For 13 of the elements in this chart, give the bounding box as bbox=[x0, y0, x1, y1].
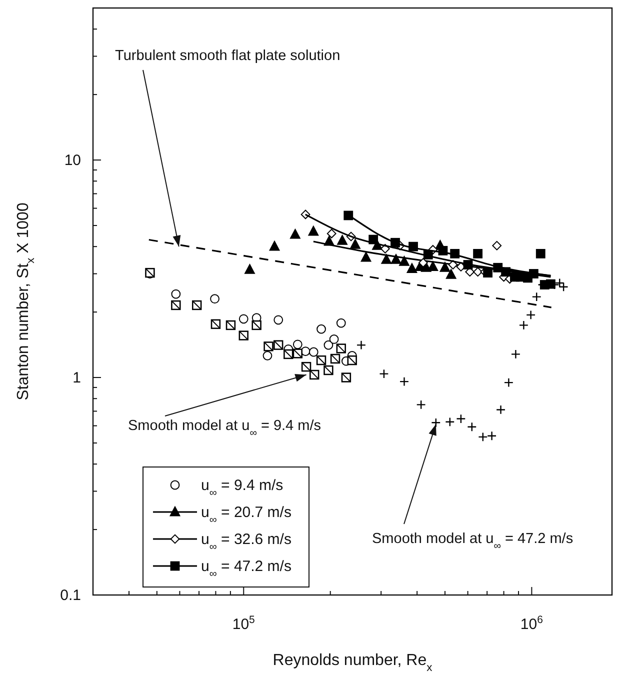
legend-label: u$_{∞}$ = 9.4 m/s bbox=[201, 477, 284, 499]
y-tick-label: 10 bbox=[64, 152, 81, 170]
x-tick-label: 10$^{5}$ bbox=[232, 614, 256, 633]
y-tick-label: 1 bbox=[72, 370, 81, 387]
x-tick-label: 10$^{6}$ bbox=[520, 614, 544, 633]
annotation: Smooth model at u$_{∞}$ = 9.4 m/s bbox=[128, 418, 322, 438]
legend-label: u$_{∞}$ = 47.2 m/s bbox=[201, 558, 292, 580]
legend-label: u$_{∞}$ = 20.7 m/s bbox=[201, 504, 292, 526]
y-tick-label: 0.1 bbox=[60, 587, 81, 604]
legend-label: u$_{∞}$ = 32.6 m/s bbox=[201, 531, 292, 553]
x-axis-title: Reynolds number, Re$_{x}$ bbox=[272, 652, 433, 674]
annotation: Smooth model at u$_{∞}$ = 47.2 m/s bbox=[372, 531, 574, 552]
annotation: Turbulent smooth flat plate solution bbox=[115, 48, 340, 64]
